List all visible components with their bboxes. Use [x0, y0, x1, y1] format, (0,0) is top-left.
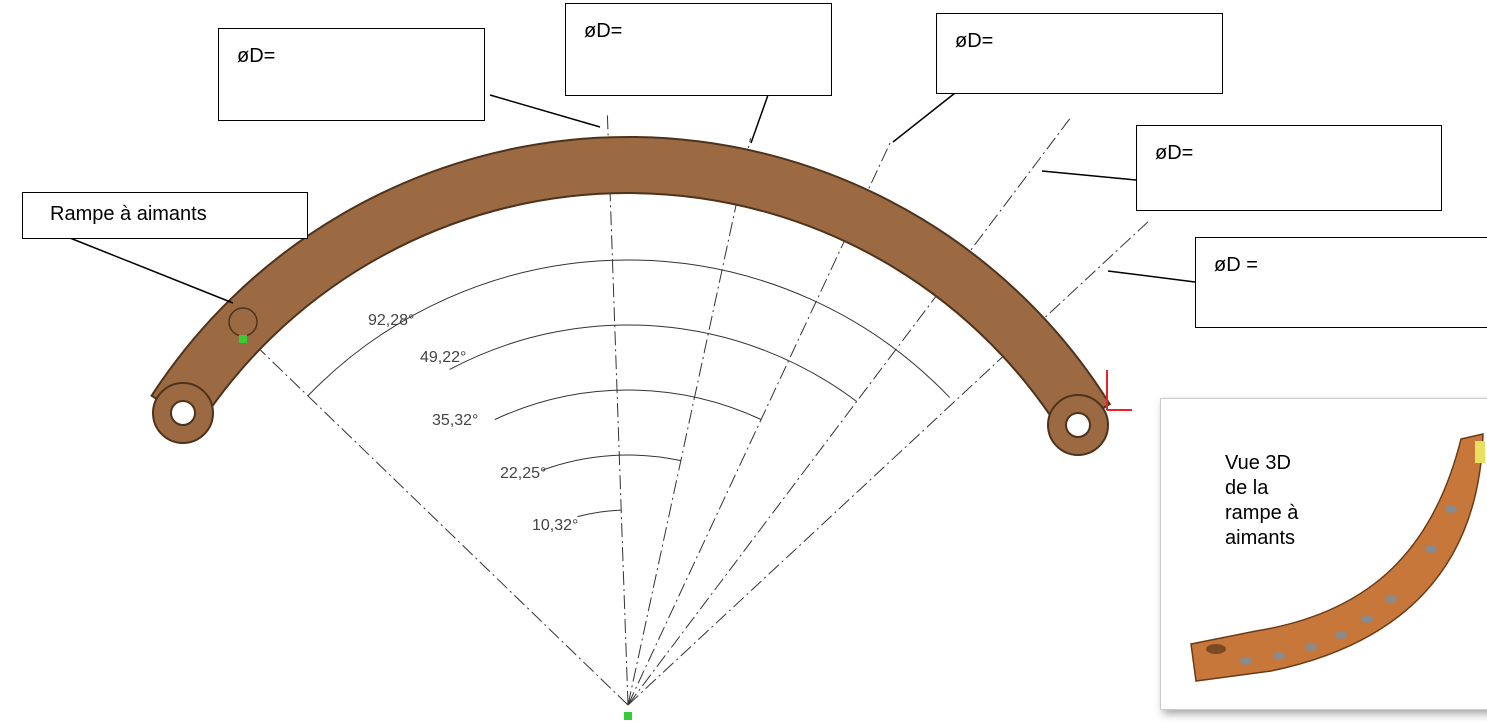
dimension-arc [578, 510, 622, 517]
marker [624, 712, 632, 720]
callout-box: øD= [1136, 125, 1442, 211]
angle-label: 35,32° [432, 412, 478, 429]
dimension-arc [495, 390, 761, 420]
center-line [628, 138, 751, 705]
angle-label: 49,22° [420, 349, 466, 366]
callout-box: øD = [1195, 237, 1487, 328]
dimension-arc [542, 455, 680, 470]
callout-box: øD= [565, 3, 832, 96]
ramp-band [152, 137, 1110, 434]
angle-labels: 92,28° 49,22° 35,32° 22,25° 10,32° [368, 312, 578, 534]
center-line [628, 222, 1148, 705]
hole [1066, 413, 1090, 437]
hole [171, 401, 195, 425]
dimension-arc [450, 325, 857, 402]
view-3d: Vue 3D de la rampe à aimants [1160, 398, 1487, 710]
angle-label: 22,25° [500, 465, 546, 482]
view-3d-image [1161, 399, 1487, 709]
callout-box: øD= [218, 28, 485, 121]
callout-box: øD= [936, 13, 1223, 94]
marker [239, 335, 247, 343]
part-label: Rampe à aimants [22, 192, 308, 239]
page: 92,28° 49,22° 35,32° 22,25° 10,32° øD= øD= ø… [0, 0, 1487, 722]
angle-label: 10,32° [532, 517, 578, 534]
angle-label: 92,28° [368, 312, 414, 329]
center-line [607, 115, 628, 705]
